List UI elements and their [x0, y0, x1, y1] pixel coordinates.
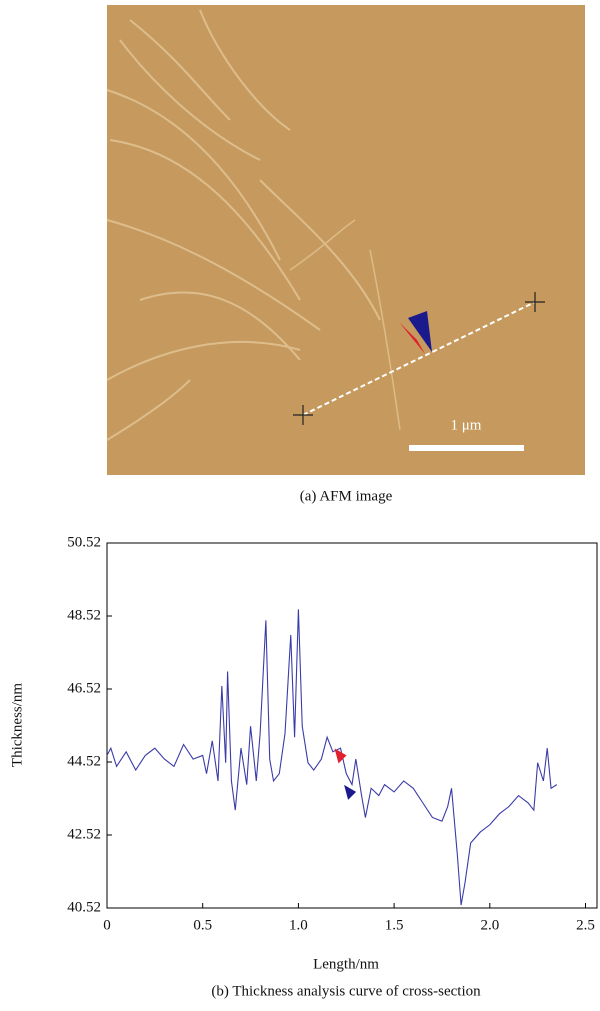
- section-ends: [293, 292, 545, 425]
- x-tick-label: 2.5: [576, 917, 595, 933]
- y-tick-label: 40.52: [67, 899, 101, 915]
- y-tick-label: 42.52: [67, 826, 101, 842]
- scale-bar: [409, 445, 524, 451]
- x-tick-label: 1.0: [289, 917, 308, 933]
- section-marker: [334, 748, 347, 764]
- caption-b: (b) Thickness analysis curve of cross-se…: [211, 983, 481, 999]
- y-tick-label: 48.52: [67, 607, 101, 623]
- x-tick-label: 0: [103, 917, 111, 933]
- y-tick-label: 44.52: [67, 753, 101, 769]
- thickness-line: [106, 609, 558, 906]
- marker-red: [399, 322, 425, 354]
- x-axis-label: Length/nm: [313, 956, 379, 972]
- x-tick-label: 0.5: [193, 917, 212, 933]
- x-tick-label: 2.0: [480, 917, 499, 933]
- scale-bar-label: 1 μm: [451, 417, 482, 433]
- afm-background: [107, 5, 585, 475]
- marker-blue: [408, 311, 432, 352]
- y-tick-label: 46.52: [67, 680, 101, 696]
- y-tick-label: 50.52: [67, 534, 101, 550]
- afm-fibers: [106, 9, 381, 441]
- section-line: [302, 301, 536, 416]
- y-axis-label: Thickness/nm: [9, 683, 25, 767]
- caption-a: (a) AFM image: [300, 488, 393, 504]
- x-tick-label: 1.5: [385, 917, 404, 933]
- afm-image: 1 μm: [106, 5, 585, 475]
- afm-fibers: [289, 219, 401, 431]
- section-marker: [344, 784, 357, 800]
- plot-frame: [106, 542, 598, 909]
